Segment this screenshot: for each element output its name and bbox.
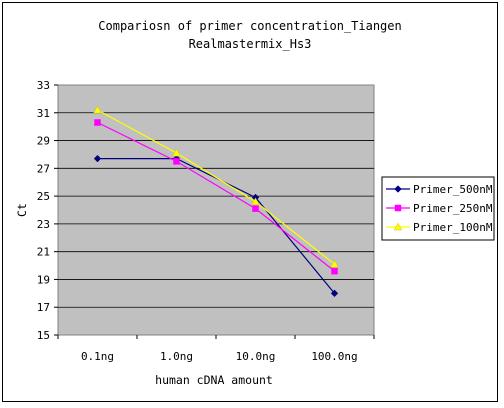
legend-label: Primer_500nM [413,183,493,196]
data-point [331,267,338,275]
legend: Primer_500nM Primer_250nM Primer_100nM [381,176,495,241]
data-point [172,148,181,157]
grid-lines [58,112,374,308]
series-1 [94,119,338,275]
series-layer [93,105,339,298]
plot-area [57,84,375,336]
series-line [97,121,335,272]
y-axis-ticks: 15 17 19 21 23 25 27 29 31 33 [37,79,58,342]
y-tick-label: 31 [37,107,50,120]
legend-item: Primer_100nM [386,221,493,234]
y-axis-label: Ct [15,203,29,217]
y-tick-label: 23 [37,218,50,231]
data-point [93,154,102,163]
series-line [97,109,335,265]
y-tick-label: 19 [37,273,50,286]
data-point [93,105,102,114]
legend-label: Primer_250nM [413,202,493,215]
series-2 [93,105,339,268]
legend-marker [393,222,403,231]
legend-item: Primer_500nM [386,183,493,196]
y-tick-label: 21 [37,246,50,259]
x-tick-label: 0.1ng [81,350,114,363]
legend-marker [394,185,402,193]
legend-marker [394,204,402,212]
data-point [252,205,259,212]
y-tick-label: 29 [37,135,50,148]
data-point [251,197,260,205]
y-tick-label: 25 [37,190,50,203]
x-tick-label: 1.0ng [160,350,193,363]
legend-label: Primer_100nM [413,221,493,234]
y-tick-label: 33 [37,79,50,92]
x-axis-label: human cDNA amount [155,373,273,387]
watermark: 知乎 @Nothing [399,378,493,394]
chart-title-line2: Realmastermix_Hs3 [189,37,312,51]
data-point [330,289,339,298]
chart-title-line1: Compariosn of primer concentration_Tiang… [98,19,401,33]
y-tick-label: 17 [37,301,50,314]
y-tick-label: 27 [37,162,50,175]
y-tick-label: 15 [37,329,50,342]
data-point [330,259,339,268]
x-tick-label: 10.0ng [236,350,276,363]
legend-item: Primer_250nM [386,202,493,215]
data-point [94,119,101,126]
data-point [173,158,180,165]
x-tick-label: 100.0ng [311,350,357,363]
x-axis-ticks: 0.1ng 1.0ng 10.0ng 100.0ng [57,335,375,363]
